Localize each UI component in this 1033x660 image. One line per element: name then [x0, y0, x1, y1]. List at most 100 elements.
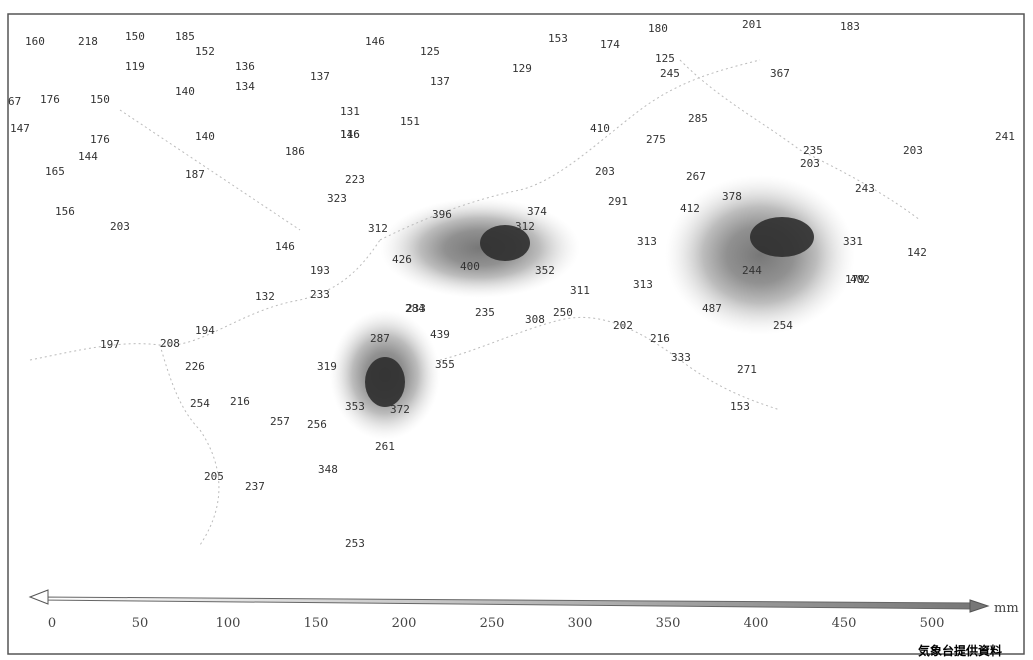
station-value: 140 [195, 130, 215, 143]
station-value: 253 [345, 537, 365, 550]
station-value: 378 [722, 190, 742, 203]
station-value: 218 [78, 35, 98, 48]
scale-tick-label: 500 [920, 616, 945, 631]
station-value: 223 [345, 173, 365, 186]
station-value: 125 [420, 45, 440, 58]
scale-tick-label: 150 [304, 616, 329, 631]
station-value: 284 [405, 302, 425, 315]
station-value: 116 [340, 128, 360, 141]
station-value: 402 [850, 273, 870, 286]
station-value: 203 [903, 144, 923, 157]
station-value: 254 [773, 319, 793, 332]
station-value: 176 [90, 133, 110, 146]
station-value: 267 [686, 170, 706, 183]
station-value: 323 [327, 192, 347, 205]
station-value: 254 [190, 397, 210, 410]
station-value: 400 [460, 260, 480, 273]
station-value: 285 [688, 112, 708, 125]
station-value: 203 [800, 157, 820, 170]
station-value: 174 [600, 38, 620, 51]
station-value: 313 [637, 235, 657, 248]
station-value: 129 [512, 62, 532, 75]
station-value: 150 [125, 30, 145, 43]
station-value: 137 [310, 70, 330, 83]
station-value: 287 [370, 332, 390, 345]
scale-arrow-right-icon [969, 599, 990, 613]
station-value: 132 [255, 290, 275, 303]
station-value: 233 [310, 288, 330, 301]
station-value: 250 [553, 306, 573, 319]
station-value: 208 [160, 337, 180, 350]
station-value: 235 [475, 306, 495, 319]
scale-tick-label: 350 [656, 616, 681, 631]
station-value: 176 [40, 93, 60, 106]
station-value: 183 [840, 20, 860, 33]
scale-unit: mm [994, 601, 1019, 616]
station-value: 187 [185, 168, 205, 181]
station-value: 153 [730, 400, 750, 413]
station-value: 125 [655, 52, 675, 65]
station-value: 245 [660, 67, 680, 80]
station-value: 312 [515, 220, 535, 233]
station-value: 352 [535, 264, 555, 277]
scale-tick-label: 400 [744, 616, 769, 631]
station-value: 333 [671, 351, 691, 364]
station-value: 243 [855, 182, 875, 195]
scale-tick-label: 450 [832, 616, 857, 631]
station-value: 291 [608, 195, 628, 208]
station-value: 131 [340, 105, 360, 118]
station-value: 353 [345, 400, 365, 413]
credit-text: 気象台提供資料 [918, 643, 1002, 658]
station-value: 160 [25, 35, 45, 48]
station-value: 146 [340, 128, 360, 141]
station-value: 205 [204, 470, 224, 483]
station-value: 216 [230, 395, 250, 408]
station-value: 137 [430, 75, 450, 88]
station-value: 180 [648, 22, 668, 35]
rain-core-center [480, 225, 530, 261]
station-value: 156 [55, 205, 75, 218]
rain-cell-east [665, 175, 855, 335]
station-value: 194 [195, 324, 215, 337]
station-value: 153 [548, 32, 568, 45]
station-value: 152 [195, 45, 215, 58]
scale-ticks: 0 50 100 150 200 250 300 350 400 450 500 [48, 616, 945, 631]
scale-tick-label: 250 [480, 616, 505, 631]
station-value: 396 [432, 208, 452, 221]
station-value: 233 [406, 302, 426, 315]
station-value: 67 [8, 95, 21, 108]
station-value: 140 [175, 85, 195, 98]
station-value: 355 [435, 358, 455, 371]
station-value: 312 [368, 222, 388, 235]
scale-bar: mm [28, 589, 1019, 616]
station-value: 313 [633, 278, 653, 291]
station-value: 202 [613, 319, 633, 332]
station-value: 146 [365, 35, 385, 48]
station-value: 193 [310, 264, 330, 277]
rain-cell-center [380, 198, 580, 298]
station-value: 257 [270, 415, 290, 428]
station-value: 119 [125, 60, 145, 73]
station-value: 410 [590, 122, 610, 135]
station-value: 226 [185, 360, 205, 373]
station-value: 203 [595, 165, 615, 178]
station-value: 319 [317, 360, 337, 373]
station-value: 426 [392, 253, 412, 266]
station-value: 275 [646, 133, 666, 146]
rain-core-south [365, 357, 405, 407]
station-value: 151 [400, 115, 420, 128]
scale-tick-label: 50 [132, 616, 149, 631]
station-value: 136 [235, 60, 255, 73]
station-value: 235 [803, 144, 823, 157]
station-value: 237 [245, 480, 265, 493]
station-value: 144 [78, 150, 98, 163]
station-value: 271 [737, 363, 757, 376]
station-value: 261 [375, 440, 395, 453]
station-value: 308 [525, 313, 545, 326]
scale-tick-label: 200 [392, 616, 417, 631]
station-value: 311 [570, 284, 590, 297]
station-value: 372 [390, 403, 410, 416]
scale-tick-label: 300 [568, 616, 593, 631]
